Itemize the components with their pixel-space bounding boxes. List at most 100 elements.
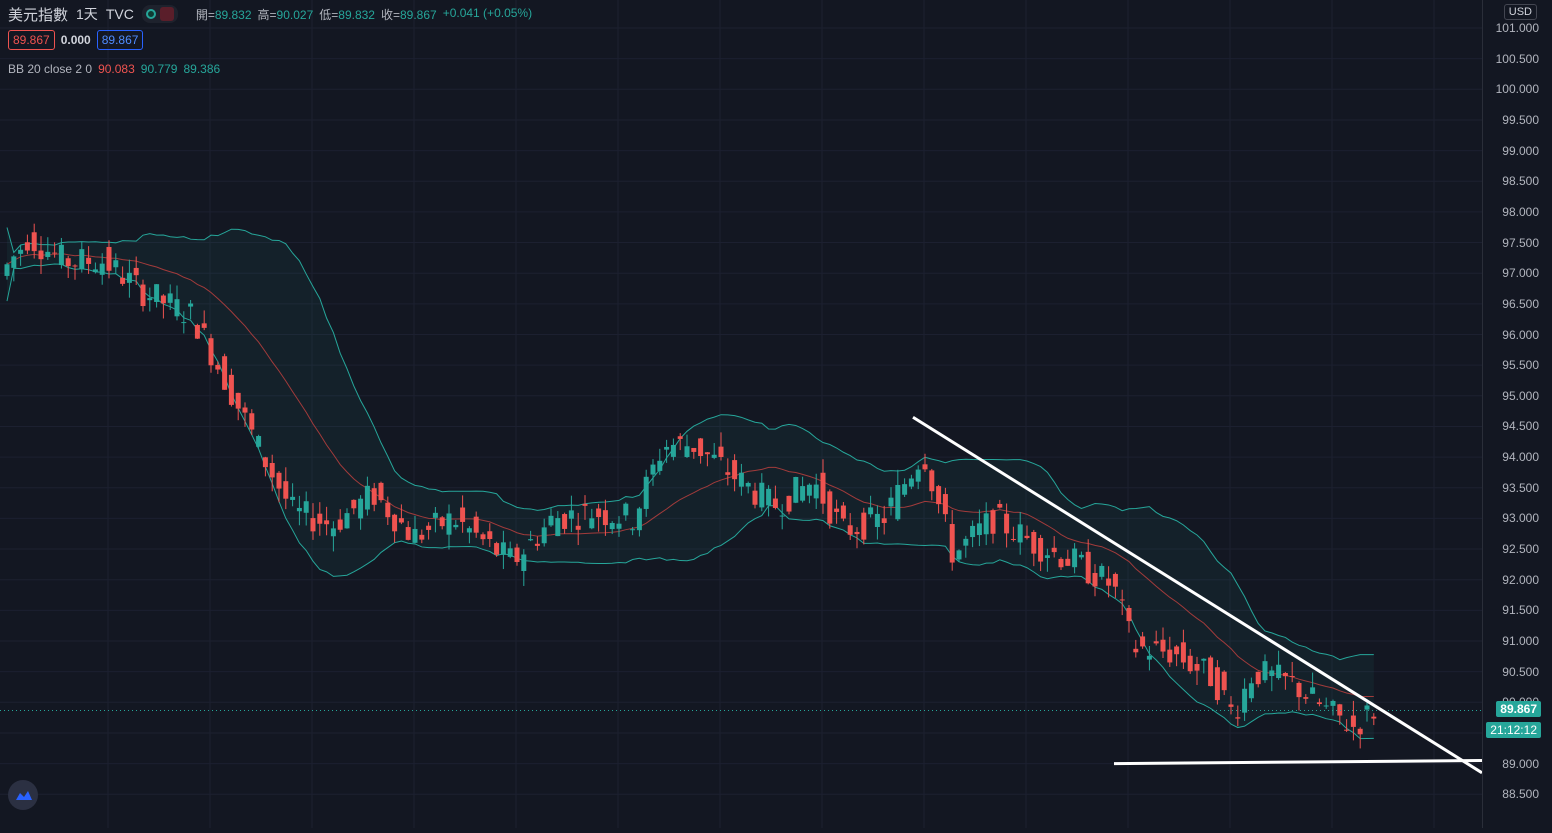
candle-body xyxy=(1276,664,1282,679)
candle-body xyxy=(432,512,438,518)
candle-body xyxy=(113,260,119,268)
candle-body xyxy=(990,510,996,534)
candle-body xyxy=(1051,547,1057,553)
candle-body xyxy=(330,528,336,537)
candle-body xyxy=(215,364,221,370)
candle-body xyxy=(1221,671,1227,691)
bid-price[interactable]: 89.867 xyxy=(8,30,55,50)
candle-body xyxy=(1310,687,1316,694)
ask-price[interactable]: 89.867 xyxy=(96,30,144,50)
candle-body xyxy=(528,539,534,541)
indicator-legend[interactable]: BB 20 close 2 0 90.083 90.779 89.386 xyxy=(8,62,220,76)
candle-body xyxy=(466,528,472,533)
indicator-name: BB 20 close 2 0 xyxy=(8,62,93,76)
candle-body xyxy=(174,299,180,317)
price-tick-label: 94.000 xyxy=(1502,450,1539,465)
currency-badge[interactable]: USD xyxy=(1503,4,1537,20)
price-tick-label: 93.000 xyxy=(1502,511,1539,526)
candle-body xyxy=(52,252,58,254)
candle-body xyxy=(623,503,629,516)
candle-body xyxy=(643,476,649,509)
symbol-name[interactable]: 美元指數 xyxy=(8,6,69,24)
candle-body xyxy=(820,472,826,504)
ohlc-open: 開=89.832 xyxy=(195,7,252,22)
candle-body xyxy=(555,518,561,537)
candle-body xyxy=(732,460,738,480)
candle-body xyxy=(582,503,588,506)
candle-body xyxy=(405,527,411,540)
candle-body xyxy=(500,542,506,555)
candle-body xyxy=(759,482,765,508)
chart-area[interactable] xyxy=(0,0,1483,828)
candle-body xyxy=(908,478,914,487)
candle-body xyxy=(514,547,520,563)
candle-body xyxy=(1174,646,1180,655)
candle-body xyxy=(358,498,364,519)
candle-body xyxy=(1214,667,1220,701)
candle-body xyxy=(915,469,921,482)
cloud-icon xyxy=(16,791,32,800)
candle-body xyxy=(11,256,17,268)
price-tick-label: 100.000 xyxy=(1495,82,1539,97)
candle-body xyxy=(1357,728,1363,735)
candle-body xyxy=(1112,573,1118,587)
candle-body xyxy=(1255,671,1261,685)
candle-body xyxy=(854,531,860,535)
status-pill[interactable] xyxy=(141,5,178,23)
price-tick-label: 96.500 xyxy=(1502,296,1539,311)
interval-label[interactable]: 1天 xyxy=(76,6,98,22)
candle-body xyxy=(86,257,92,264)
price-tick-label: 98.000 xyxy=(1502,204,1539,219)
candle-body xyxy=(120,277,126,284)
candle-body xyxy=(1248,683,1254,699)
candle-body xyxy=(609,522,615,530)
bb-lower-value: 89.386 xyxy=(183,62,221,76)
flag-icon xyxy=(159,7,174,21)
candle-body xyxy=(616,523,622,529)
candle-body xyxy=(1269,670,1275,677)
price-tick-label: 99.000 xyxy=(1502,143,1539,158)
tradingview-logo[interactable] xyxy=(8,780,38,810)
candle-body xyxy=(548,515,554,526)
candle-body xyxy=(1078,554,1084,558)
countdown-tag: 21:12:12 xyxy=(1486,722,1541,739)
price-tick-label: 99.500 xyxy=(1502,112,1539,127)
candle-body xyxy=(983,513,989,535)
candle-body xyxy=(1323,705,1329,707)
price-tick-label: 93.500 xyxy=(1502,480,1539,495)
candle-body xyxy=(473,516,479,533)
candle-body xyxy=(1044,555,1050,558)
candlestick-chart[interactable] xyxy=(0,0,1483,828)
candle-body xyxy=(752,490,758,505)
candle-body xyxy=(222,356,228,390)
candle-body xyxy=(922,464,928,470)
candle-body xyxy=(72,265,78,267)
candle-body xyxy=(786,495,792,512)
candle-body xyxy=(840,505,846,519)
source-label: TVC xyxy=(105,6,134,22)
price-tick-label: 89.000 xyxy=(1502,756,1539,771)
candle-body xyxy=(874,513,880,528)
ohlc-low: 低=89.832 xyxy=(319,7,375,22)
candle-body xyxy=(942,494,948,515)
candle-body xyxy=(1140,636,1146,647)
candle-body xyxy=(1194,664,1200,671)
candle-body xyxy=(630,529,636,531)
candle-body xyxy=(269,462,275,478)
price-tick-label: 88.500 xyxy=(1502,787,1539,802)
bb-upper-value: 90.779 xyxy=(140,62,178,76)
price-axis[interactable]: USD 101.000 100.500 100.000 99.500 99.000 98.… xyxy=(1482,0,1552,828)
candle-body xyxy=(276,472,282,489)
candle-body xyxy=(283,481,289,499)
candle-body xyxy=(324,520,330,525)
candle-body xyxy=(1133,648,1139,653)
candle-body xyxy=(970,525,976,538)
candle-body xyxy=(1235,717,1241,719)
market-status-icon xyxy=(145,9,156,19)
candle-body xyxy=(1201,658,1207,661)
candle-body xyxy=(65,258,71,267)
candle-body xyxy=(188,303,194,307)
candle-body xyxy=(1010,538,1016,540)
candle-body xyxy=(317,513,323,524)
candle-body xyxy=(738,472,744,487)
